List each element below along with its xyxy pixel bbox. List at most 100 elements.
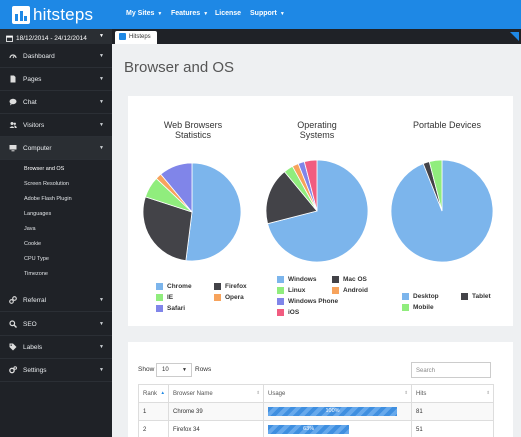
date-range-picker[interactable]: 18/12/2014 - 24/12/2014 ▼ bbox=[0, 29, 112, 44]
legend-item-opera[interactable]: Opera bbox=[214, 294, 244, 301]
sidebar-item-chat[interactable]: Chat ▼ bbox=[0, 91, 112, 114]
hitsteps-favicon-icon bbox=[119, 33, 126, 40]
legend-label: Windows bbox=[288, 276, 317, 283]
nav-support[interactable]: Support ▼ bbox=[250, 10, 285, 17]
sidebar-item-computer[interactable]: Computer ▼ bbox=[0, 137, 112, 160]
sidebar-item-seo[interactable]: SEO ▼ bbox=[0, 313, 112, 336]
legend-swatch bbox=[156, 283, 163, 290]
legend-item-windows-phone[interactable]: Windows Phone bbox=[277, 298, 338, 305]
caret-down-icon: ▼ bbox=[203, 10, 209, 17]
legend-swatch bbox=[156, 305, 163, 312]
chevron-down-icon: ▼ bbox=[99, 321, 104, 327]
pie-slice-mobile[interactable] bbox=[428, 159, 443, 212]
legend-label: Windows Phone bbox=[288, 298, 339, 305]
pie-slice-chrome[interactable] bbox=[185, 162, 242, 262]
sidebar-item-labels[interactable]: Labels ▼ bbox=[0, 336, 112, 359]
legend-label: IE bbox=[167, 294, 174, 301]
corner-triangle-icon bbox=[510, 32, 519, 41]
sidebar-item-settings[interactable]: Settings ▼ bbox=[0, 359, 112, 382]
column-header-label: Rank bbox=[143, 390, 158, 397]
calendar-icon bbox=[6, 35, 13, 42]
chevron-down-icon: ▼ bbox=[99, 99, 104, 105]
legend-item-ios[interactable]: iOS bbox=[277, 309, 299, 316]
sort-asc-icon: ▲ bbox=[160, 390, 165, 395]
sidebar-item-label: Settings bbox=[23, 366, 47, 374]
search-input[interactable]: Search bbox=[411, 362, 491, 378]
page-title: Browser and OS bbox=[124, 59, 235, 76]
sidebar-subitem-java[interactable]: Java bbox=[24, 226, 36, 232]
pie-slice-windows[interactable] bbox=[267, 159, 369, 263]
pie-slice-safari[interactable] bbox=[160, 162, 193, 214]
legend-item-desktop[interactable]: Desktop bbox=[402, 293, 439, 300]
sidebar-item-label: Dashboard bbox=[23, 52, 55, 60]
pie-chart-browsers bbox=[142, 162, 242, 262]
pie-slice-firefox[interactable] bbox=[142, 196, 193, 262]
legend-item-firefox[interactable]: Firefox bbox=[214, 283, 247, 290]
legend-swatch bbox=[214, 283, 221, 290]
chevron-down-icon: ▼ bbox=[99, 53, 104, 59]
column-header-hits[interactable]: Hits ⬍ bbox=[411, 384, 494, 403]
column-header-usage[interactable]: Usage ⬍ bbox=[263, 384, 412, 403]
gears-icon bbox=[9, 366, 17, 374]
top-bar: hitsteps My Sites ▼ Features ▼ License Sup… bbox=[0, 0, 521, 29]
chart-title-browsers: Web Browsers Statistics bbox=[163, 120, 223, 140]
sidebar-item-pages[interactable]: Pages ▼ bbox=[0, 68, 112, 91]
sidebar-item-dashboard[interactable]: Dashboard ▼ bbox=[0, 45, 112, 68]
sidebar-subitem-timezone[interactable]: Timezone bbox=[24, 271, 48, 277]
nav-license[interactable]: License bbox=[215, 10, 241, 17]
legend-swatch bbox=[332, 287, 339, 294]
usage-bar-fill: 100% bbox=[268, 407, 397, 416]
cell-browser-name: Firefox 34 bbox=[168, 420, 264, 437]
legend-item-ie[interactable]: IE bbox=[156, 294, 173, 301]
logo-bars-icon bbox=[12, 6, 30, 24]
caret-down-icon: ▼ bbox=[99, 33, 104, 39]
nav-features[interactable]: Features ▼ bbox=[171, 10, 208, 17]
page-size-select[interactable]: 10 ▼ bbox=[156, 363, 192, 377]
legend-item-mac-os[interactable]: Mac OS bbox=[332, 276, 367, 283]
legend-item-mobile[interactable]: Mobile bbox=[402, 304, 434, 311]
sidebar-item-referral[interactable]: Referral ▼ bbox=[0, 289, 112, 312]
legend-label: Mac OS bbox=[343, 276, 367, 283]
sidebar-item-label: Labels bbox=[23, 343, 43, 351]
legend-swatch bbox=[277, 298, 284, 305]
caret-down-icon: ▼ bbox=[182, 367, 187, 373]
search-icon bbox=[9, 320, 17, 328]
sort-icon: ⬍ bbox=[404, 390, 408, 395]
sidebar-subitem-adobe-flash-plugin[interactable]: Adobe Flash Plugin bbox=[24, 196, 72, 202]
sidebar-subitem-cookie[interactable]: Cookie bbox=[24, 241, 42, 247]
usage-bar-fill: 63% bbox=[268, 425, 350, 434]
sidebar-subitem-screen-resolution[interactable]: Screen Resolution bbox=[24, 181, 69, 187]
legend-item-linux[interactable]: Linux bbox=[277, 287, 305, 294]
usage-bar: 63% bbox=[268, 425, 397, 434]
column-header-browser-name[interactable]: Browser Name ⬍ bbox=[168, 384, 264, 403]
tag-icon bbox=[9, 343, 17, 351]
legend-item-tablet[interactable]: Tablet bbox=[461, 293, 491, 300]
sidebar-subitem-languages[interactable]: Languages bbox=[24, 211, 52, 217]
pie-slice-mac-os[interactable] bbox=[265, 171, 318, 225]
sidebar-subitem-cpu-type[interactable]: CPU Type bbox=[24, 256, 49, 262]
usage-bar-label: 63% bbox=[303, 426, 315, 432]
pie-chart-devices bbox=[390, 159, 494, 263]
monitor-icon bbox=[9, 145, 17, 152]
tab-hitsteps[interactable]: Hitsteps bbox=[115, 31, 157, 44]
legend-item-safari[interactable]: Safari bbox=[156, 305, 185, 312]
sidebar-item-label: SEO bbox=[23, 320, 37, 328]
legend-item-windows[interactable]: Windows bbox=[277, 276, 316, 283]
legend-item-chrome[interactable]: Chrome bbox=[156, 283, 192, 290]
sort-icon: ⬍ bbox=[256, 390, 260, 395]
usage-bar-label: 100% bbox=[325, 408, 340, 414]
chat-bubble-icon bbox=[9, 98, 17, 106]
sidebar-subitem-browser-and-os[interactable]: Browser and OS bbox=[24, 166, 65, 172]
pie-slice-ios[interactable] bbox=[303, 159, 318, 212]
column-header-rank[interactable]: Rank ▲ bbox=[138, 384, 169, 403]
table-row: 1 Chrome 39 100% 81 bbox=[138, 402, 494, 421]
sidebar-item-visitors[interactable]: Visitors ▼ bbox=[0, 114, 112, 137]
logo[interactable]: hitsteps bbox=[12, 5, 93, 25]
table-header-row: Rank ▲ Browser Name ⬍ Usage ⬍ Hits ⬍ bbox=[138, 384, 494, 403]
legend-swatch bbox=[277, 276, 284, 283]
legend-label: Firefox bbox=[225, 283, 247, 290]
sidebar-item-label: Referral bbox=[23, 296, 47, 304]
legend-item-android[interactable]: Android bbox=[332, 287, 368, 294]
nav-my-sites[interactable]: My Sites ▼ bbox=[126, 10, 162, 17]
sidebar-item-label: Visitors bbox=[23, 121, 45, 129]
